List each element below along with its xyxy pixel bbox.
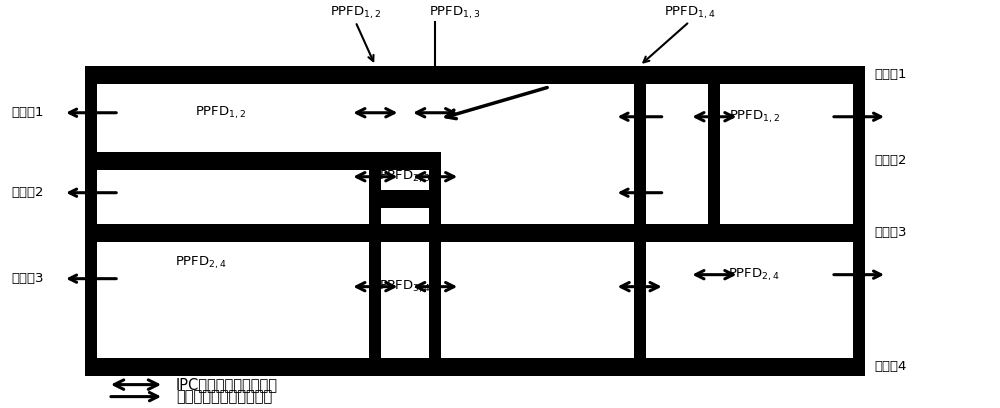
Text: 介质共1: 介质共1 [11, 106, 44, 119]
Bar [91, 152, 435, 170]
Bar [708, 66, 720, 242]
Text: PPFD$_{1,2}$: PPFD$_{1,2}$ [195, 104, 247, 121]
Bar [853, 66, 865, 376]
Bar [91, 224, 859, 242]
Text: PPFD$_{1,2}$: PPFD$_{1,2}$ [729, 109, 780, 125]
Bar [429, 152, 441, 376]
Text: 金属层2: 金属层2 [874, 154, 906, 167]
Text: PPFD$_{2,3}$: PPFD$_{2,3}$ [379, 169, 431, 185]
Text: PPFD$_{2,4}$: PPFD$_{2,4}$ [175, 255, 227, 271]
Bar [375, 190, 435, 208]
Bar [85, 66, 97, 376]
Text: PPFD$_{1,2}$: PPFD$_{1,2}$ [330, 4, 381, 21]
Text: 空气区域，反射边界条件: 空气区域，反射边界条件 [176, 389, 272, 404]
Text: 介质共2: 介质共2 [11, 186, 44, 199]
Bar [91, 66, 859, 84]
Text: PPFD$_{1,3}$: PPFD$_{1,3}$ [429, 4, 481, 21]
Text: IPC区域，连续边界条件: IPC区域，连续边界条件 [176, 377, 278, 392]
Text: 金属层4: 金属层4 [874, 360, 906, 373]
Text: PPFD$_{3,4}$: PPFD$_{3,4}$ [379, 279, 431, 295]
Text: PPFD$_{2,4}$: PPFD$_{2,4}$ [728, 266, 780, 283]
Text: 介质共3: 介质共3 [11, 272, 44, 285]
Text: 金属层1: 金属层1 [874, 68, 906, 81]
Bar [634, 66, 646, 376]
Text: 金属层3: 金属层3 [874, 226, 906, 239]
Bar [369, 152, 381, 376]
Text: PPFD$_{1,4}$: PPFD$_{1,4}$ [664, 4, 715, 21]
Bar [91, 358, 859, 376]
